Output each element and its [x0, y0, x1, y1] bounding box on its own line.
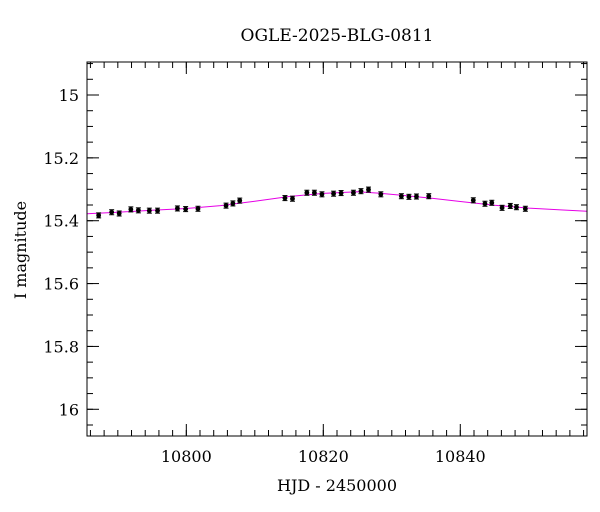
- y-tick-label: 15.4: [43, 212, 79, 231]
- data-point: [414, 194, 419, 199]
- data-points-layer: [96, 186, 528, 219]
- data-point: [304, 190, 310, 196]
- data-point: [470, 197, 476, 203]
- data-point: [195, 206, 201, 212]
- axes: 10800 10820 10840 15 15.2 15.4 15.6 15.8 16: [43, 62, 587, 466]
- data-point: [358, 188, 364, 194]
- model-curve: [86, 191, 588, 215]
- data-point: [223, 203, 229, 209]
- data-point: [507, 203, 513, 209]
- data-point: [290, 196, 295, 202]
- data-point: [116, 211, 122, 216]
- y-tick-label: 15.6: [43, 275, 79, 294]
- chart-title: OGLE-2025-BLG-0811: [241, 26, 434, 46]
- data-point: [311, 190, 317, 196]
- data-point: [499, 205, 505, 211]
- data-point: [331, 191, 336, 197]
- x-axis-label: HJD - 2450000: [277, 476, 397, 495]
- data-point: [338, 190, 344, 196]
- data-point: [489, 200, 495, 206]
- data-point: [183, 206, 189, 212]
- data-point: [514, 204, 519, 210]
- data-point: [128, 207, 134, 212]
- y-axis-label: I magnitude: [11, 201, 30, 299]
- data-point: [398, 193, 404, 199]
- data-point: [96, 212, 102, 218]
- data-point: [522, 206, 528, 212]
- data-point: [319, 191, 325, 197]
- data-point: [351, 190, 356, 196]
- data-point: [237, 198, 243, 204]
- data-point: [482, 201, 488, 207]
- data-point: [135, 207, 141, 213]
- y-tick-label: 16: [59, 400, 79, 419]
- data-point: [109, 209, 115, 215]
- data-point: [406, 194, 412, 200]
- plot-frame: [86, 61, 588, 437]
- x-tick-label: 10800: [161, 447, 212, 466]
- model-curve-layer: [86, 191, 588, 215]
- x-tick-label: 10820: [298, 447, 349, 466]
- y-tick-label: 15.2: [43, 149, 79, 168]
- data-point: [366, 187, 371, 193]
- data-point: [155, 208, 160, 214]
- data-point: [282, 195, 288, 201]
- y-tick-label: 15: [59, 86, 79, 105]
- data-point: [426, 193, 432, 199]
- data-point: [146, 208, 152, 214]
- x-tick-label: 10840: [435, 447, 486, 466]
- data-point: [230, 201, 236, 206]
- data-point: [378, 191, 384, 197]
- y-tick-label: 15.8: [43, 337, 79, 356]
- data-point: [175, 206, 180, 211]
